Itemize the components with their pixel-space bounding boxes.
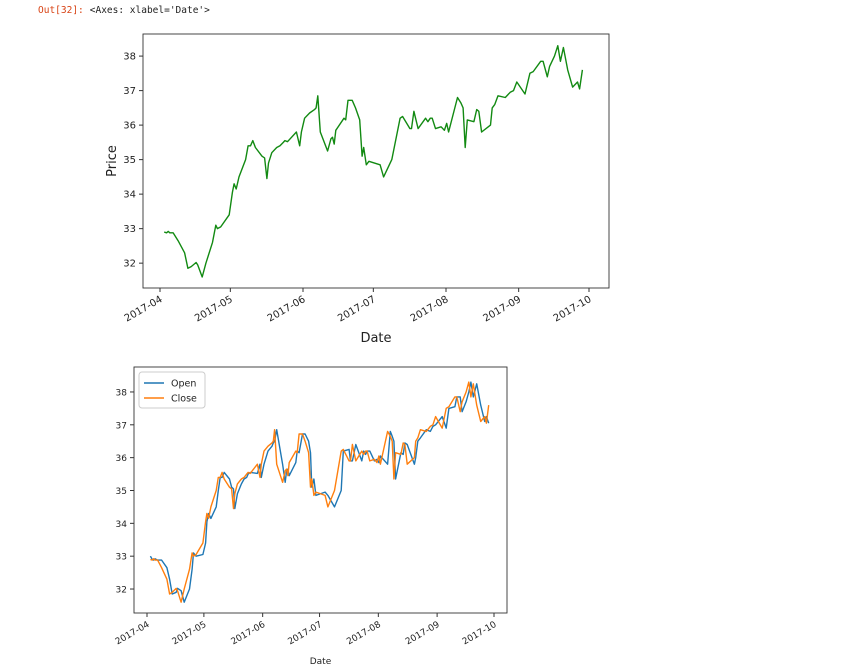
chart-2: 32 33 34 35 36 37 38 2017-04 2017-05 2017-06 2017-… bbox=[114, 366, 508, 667]
legend-box bbox=[138, 371, 206, 409]
series-line-close bbox=[150, 381, 490, 603]
y-tick-label: 37 bbox=[116, 421, 127, 431]
y-tick-label: 38 bbox=[123, 52, 136, 63]
y-tick-label: 35 bbox=[123, 155, 136, 166]
legend-label-open: Open bbox=[171, 379, 196, 390]
y-tick-label: 34 bbox=[116, 520, 128, 530]
y-tick-label: 34 bbox=[123, 190, 136, 201]
y-tick-label: 35 bbox=[116, 487, 127, 497]
y-tick-label: 36 bbox=[123, 121, 136, 132]
y-tick-label: 37 bbox=[123, 86, 136, 97]
y-tick-label: 33 bbox=[116, 553, 127, 563]
y-tick-label: 33 bbox=[123, 224, 136, 235]
x-tick-label: 2017-10 bbox=[461, 620, 499, 648]
y-tick-label: 36 bbox=[116, 454, 128, 464]
x-tick-label: 2017-09 bbox=[481, 294, 523, 324]
x-tick-label: 2017-07 bbox=[336, 294, 378, 324]
x-tick-label: 2017-05 bbox=[171, 620, 209, 647]
x-tick-label: 2017-05 bbox=[193, 294, 235, 324]
plot-frame bbox=[142, 33, 610, 289]
series-line-open bbox=[149, 381, 490, 603]
x-tick-label: 2017-09 bbox=[404, 620, 442, 648]
y-tick-label: 38 bbox=[116, 388, 128, 398]
x-tick-label: 2017-07 bbox=[286, 620, 324, 647]
legend-label-close: Close bbox=[171, 394, 197, 405]
x-tick-label: 2017-06 bbox=[266, 294, 308, 324]
cell-output-header: Out[32]: <Axes: xlabel='Date'> bbox=[38, 5, 210, 16]
chart-1: 32 33 34 35 36 37 38 2017-04 2017-05 2017-06 2017-… bbox=[105, 33, 610, 346]
legend: Open Close bbox=[138, 371, 206, 409]
x-axis-label: Date bbox=[360, 331, 391, 346]
y-axis-label: Price bbox=[105, 145, 120, 177]
x-axis-label: Date bbox=[310, 657, 332, 667]
output-prompt: Out[32]: bbox=[38, 5, 84, 16]
output-repr: <Axes: xlabel='Date'> bbox=[89, 5, 210, 16]
x-tick-label: 2017-08 bbox=[345, 620, 383, 648]
x-tick-label: 2017-04 bbox=[114, 620, 152, 648]
y-tick-label: 32 bbox=[116, 586, 127, 596]
x-tick-label: 2017-10 bbox=[552, 294, 594, 324]
x-tick-label: 2017-06 bbox=[230, 620, 268, 648]
x-tick-label: 2017-04 bbox=[123, 294, 165, 324]
series-line-close bbox=[164, 45, 584, 278]
y-tick-label: 32 bbox=[123, 259, 136, 270]
x-tick-label: 2017-08 bbox=[409, 294, 451, 324]
